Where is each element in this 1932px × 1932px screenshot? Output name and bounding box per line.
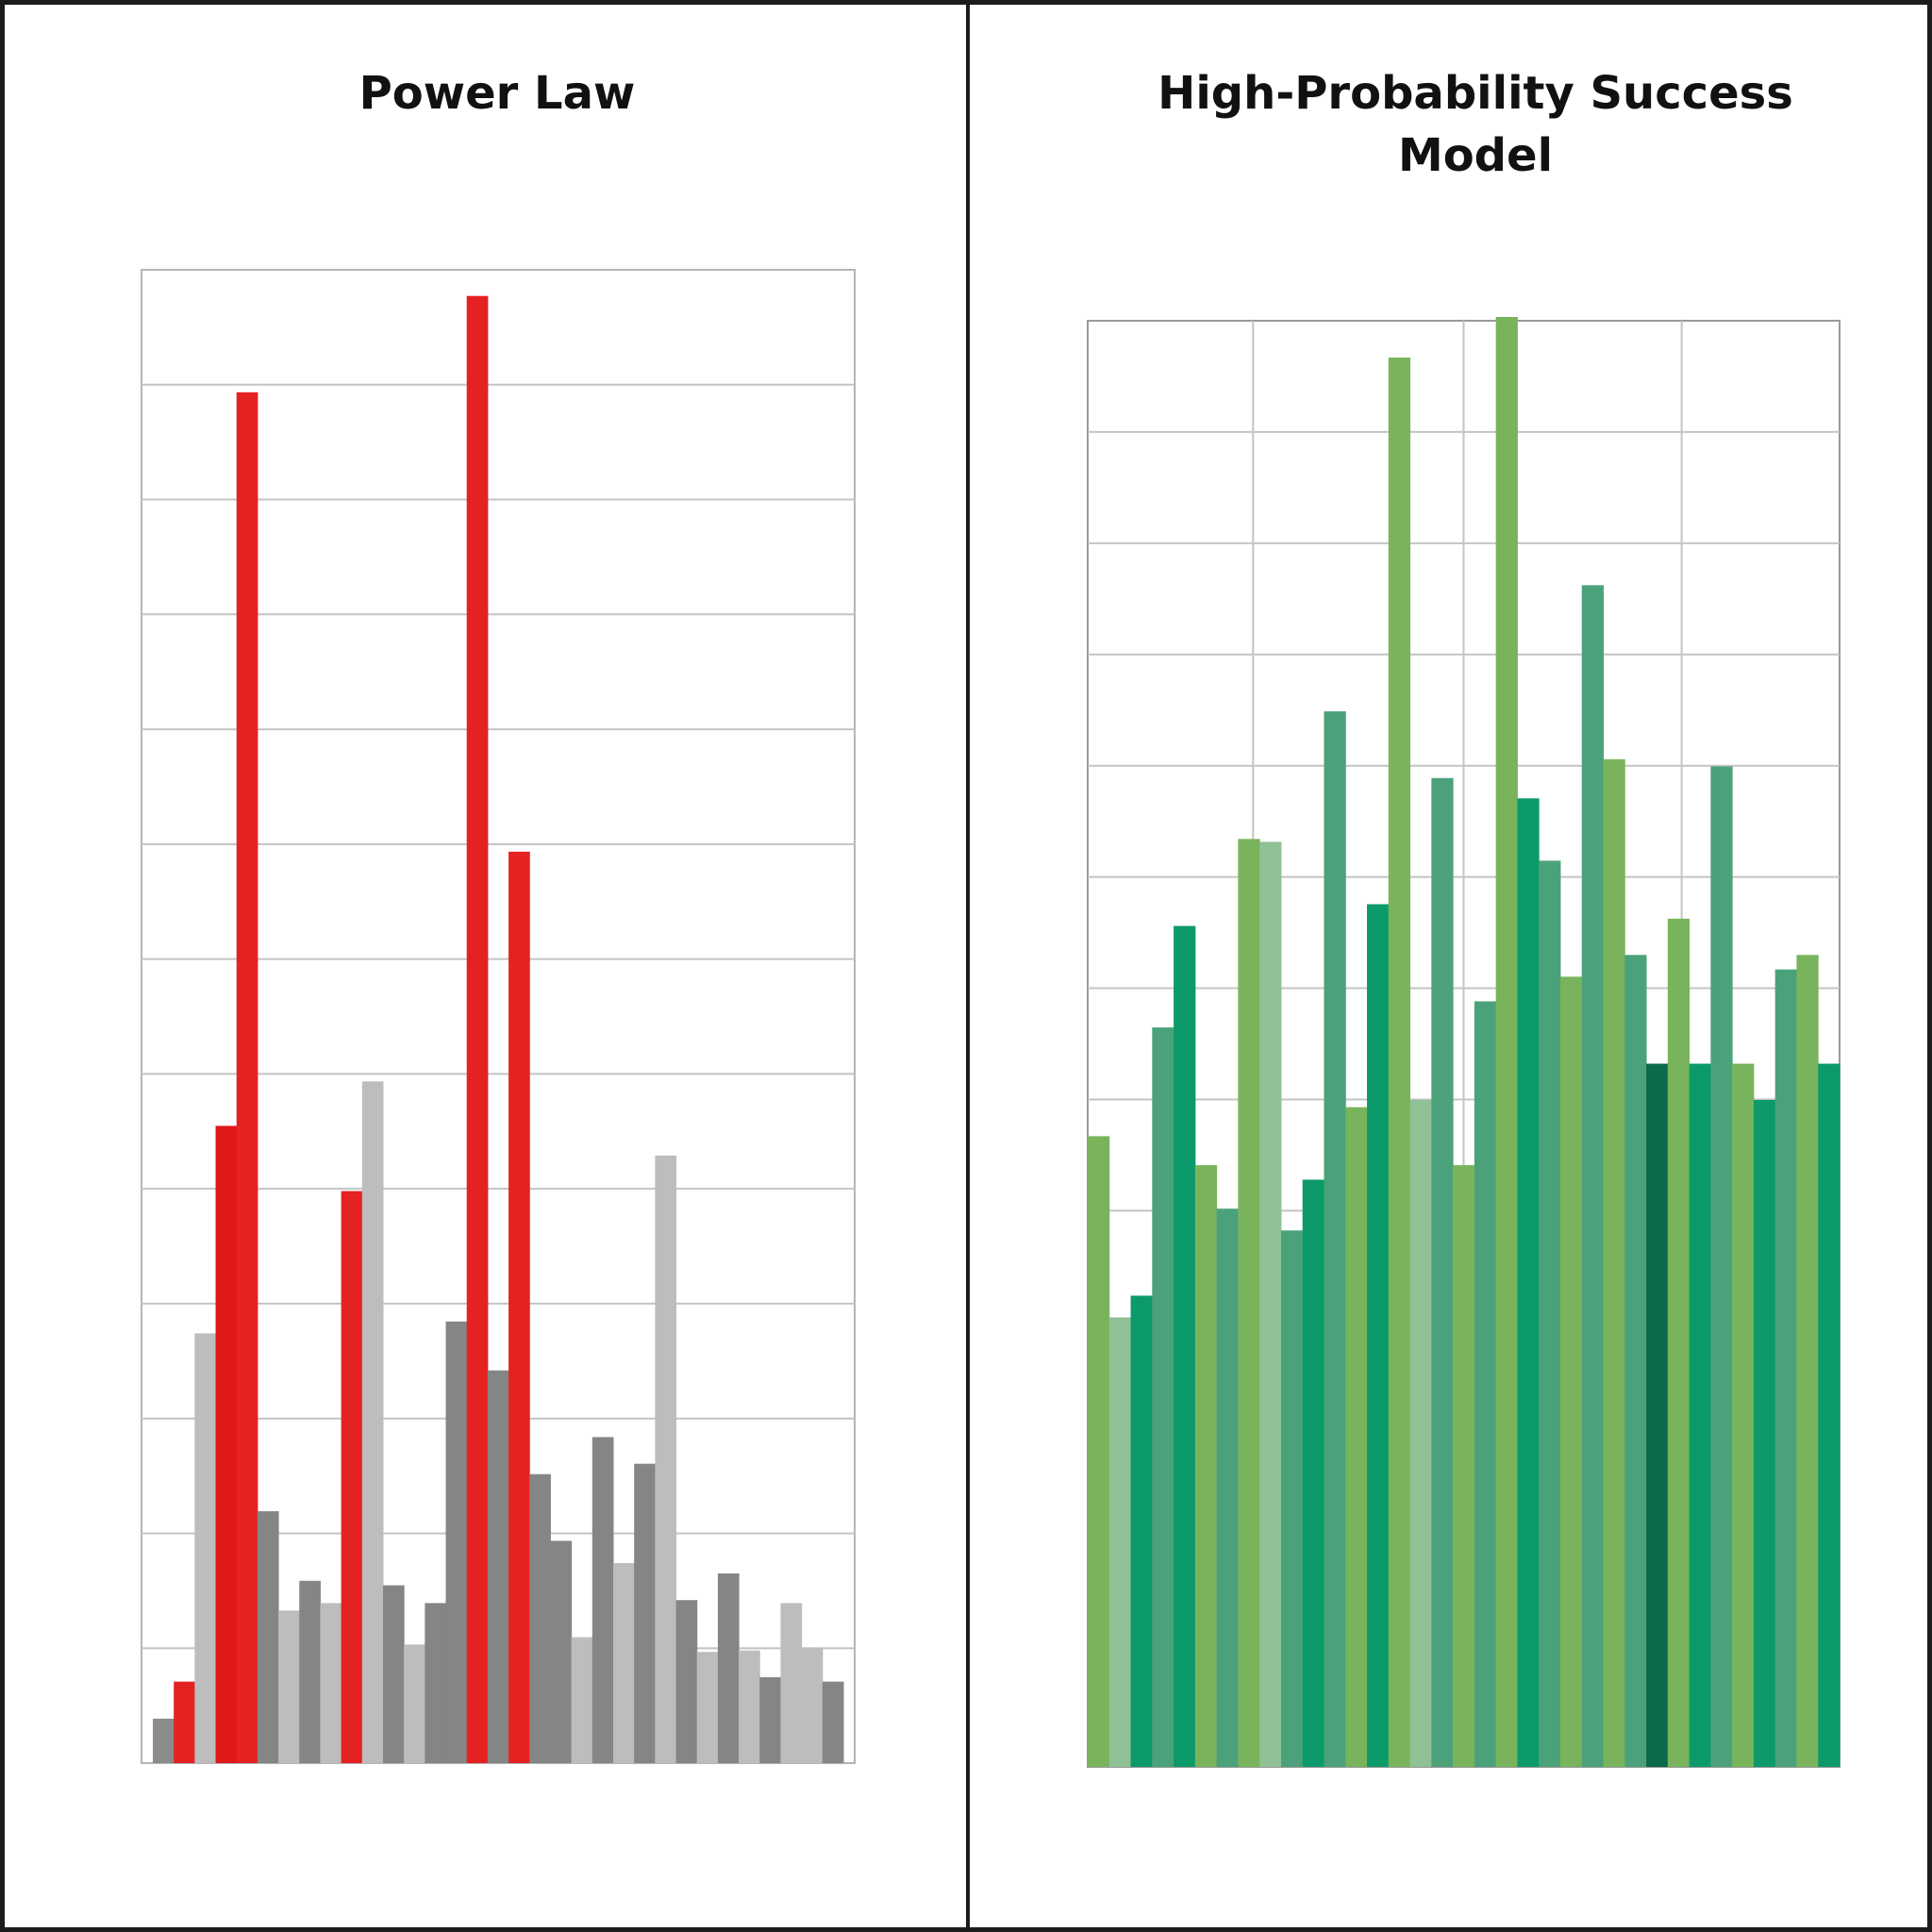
bar-15 (1388, 358, 1411, 1767)
bar-16 (1409, 1099, 1432, 1767)
bar-28 (717, 1573, 740, 1763)
bar-10 (341, 1191, 363, 1763)
bar-27 (696, 1652, 719, 1763)
bar-33 (822, 1681, 844, 1763)
bar-8 (1238, 839, 1260, 1767)
bar-7 (278, 1610, 300, 1763)
bar-6 (1194, 1165, 1218, 1767)
bar-25 (1603, 758, 1625, 1768)
high-probability-title: High-Probability Success Model (1158, 67, 1793, 182)
bar-35 (1818, 1063, 1840, 1767)
bar-5 (1174, 925, 1196, 1767)
bar-8 (299, 1580, 321, 1763)
bar-25 (655, 1155, 677, 1763)
bar-24 (1581, 585, 1605, 1767)
bar-13 (1345, 1107, 1368, 1767)
bar-19 (1474, 1001, 1497, 1767)
bar-4 (215, 1125, 238, 1763)
bar-30 (1710, 766, 1733, 1767)
bar-23 (1559, 976, 1583, 1767)
bar-23 (613, 1562, 635, 1763)
bar-30 (759, 1676, 781, 1763)
power-law-title: Power Law (358, 67, 636, 120)
bar-27 (1646, 1063, 1669, 1767)
bar-22 (591, 1437, 614, 1763)
bar-1 (153, 1718, 175, 1763)
bar-16 (466, 295, 489, 1764)
bar-20 (550, 1541, 573, 1763)
bar-4 (1152, 1027, 1174, 1767)
high-probability-bars (1088, 317, 1840, 1768)
bar-19 (529, 1474, 551, 1763)
bar-29 (739, 1650, 760, 1763)
bar-33 (1774, 969, 1797, 1767)
bar-12 (1324, 711, 1346, 1768)
bar-22 (1539, 860, 1561, 1767)
bar-7 (1216, 1208, 1239, 1767)
bar-14 (1367, 904, 1390, 1767)
bar-2 (1108, 1317, 1132, 1767)
bar-1 (1088, 1136, 1110, 1767)
bar-5 (236, 391, 258, 1764)
bar-9 (320, 1603, 342, 1763)
bar-21 (571, 1637, 593, 1763)
panel-divider (966, 0, 970, 1932)
bar-32 (801, 1647, 824, 1763)
bar-31 (780, 1603, 803, 1763)
bar-18 (1453, 1165, 1475, 1767)
bar-12 (383, 1585, 405, 1763)
bar-3 (194, 1333, 217, 1763)
bar-29 (1689, 1063, 1711, 1767)
bar-26 (1624, 955, 1647, 1767)
bar-11 (1302, 1179, 1324, 1767)
bar-3 (1130, 1295, 1153, 1767)
bar-20 (1495, 317, 1518, 1767)
bar-32 (1753, 1099, 1776, 1767)
bar-15 (445, 1321, 468, 1763)
bar-2 (174, 1681, 195, 1763)
bar-34 (1796, 955, 1819, 1767)
bar-28 (1667, 918, 1690, 1767)
bar-11 (361, 1081, 384, 1763)
bar-6 (257, 1510, 279, 1763)
bar-21 (1517, 798, 1540, 1768)
bar-18 (508, 851, 530, 1763)
bar-17 (1431, 777, 1454, 1767)
bar-9 (1259, 841, 1282, 1767)
bar-14 (425, 1603, 447, 1763)
bar-31 (1732, 1063, 1755, 1767)
bar-17 (487, 1370, 509, 1763)
bar-13 (404, 1644, 425, 1763)
power-law-bars (153, 295, 844, 1764)
bar-26 (675, 1600, 698, 1763)
bar-24 (634, 1463, 656, 1763)
bar-10 (1280, 1230, 1304, 1767)
